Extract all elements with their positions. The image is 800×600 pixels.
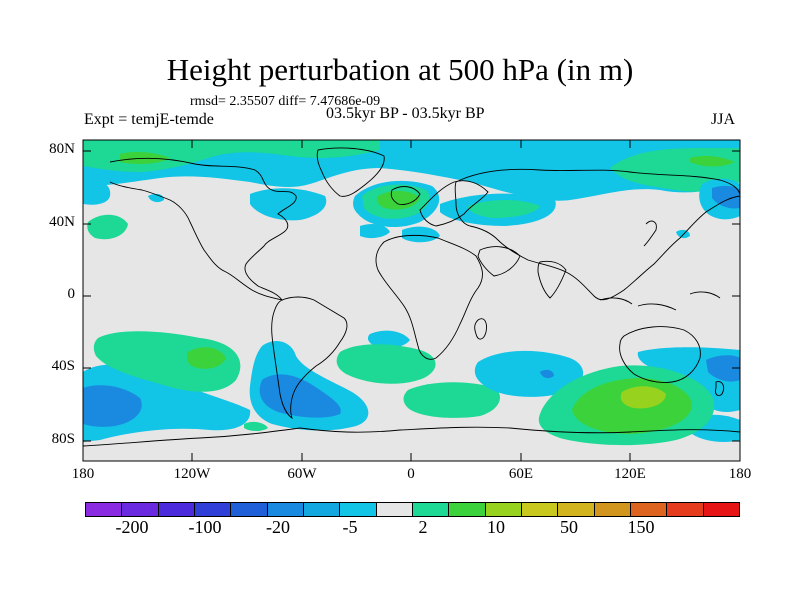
anomaly-mediterranean-cyan [402, 226, 440, 243]
colorbar-swatch-15 [630, 503, 668, 516]
colorbar-swatch-17 [703, 503, 739, 516]
colorbar-swatch-8 [376, 503, 413, 516]
coast-new-zealand [715, 381, 725, 397]
stats-line: rmsd= 2.35507 diff= 7.47686e-09 [190, 94, 381, 109]
coast-south-america [271, 296, 348, 420]
colorbar-label-10: 10 [487, 517, 505, 537]
anomaly-north-pacific-cyan [83, 179, 111, 205]
plot-title: Height perturbation at 500 hPa (in m) [166, 52, 634, 87]
anomaly-europe-mint [468, 200, 540, 218]
coast-greenland [316, 147, 385, 197]
colorbar-swatch-9 [412, 503, 450, 516]
colorbar-swatch-14 [594, 503, 631, 516]
coast-indonesia [599, 291, 721, 311]
experiment-label: Expt = temjE-temde [84, 111, 214, 128]
anomaly-south-pacific-mint [93, 331, 241, 392]
anomaly-indian-cyan [474, 350, 584, 397]
anomaly-australia-blue [706, 355, 740, 382]
lat-label-0: 0 [67, 286, 76, 302]
lon-label-120w: 120W [173, 466, 211, 482]
tick-marks [82, 140, 741, 461]
anomaly-north-atlantic-green [377, 190, 420, 210]
colorbar-swatch-1 [122, 503, 159, 516]
season-label: JJA [711, 111, 736, 128]
coast-australia [619, 326, 701, 383]
colorbar-swatch-16 [667, 503, 704, 516]
anomaly-arctic-mint-west [83, 140, 380, 172]
coast-africa [375, 234, 483, 360]
period-label: 03.5kyr BP - 03.5kyr BP [326, 105, 485, 122]
colorbar-swatch-6 [303, 503, 341, 516]
colorbar-swatch-4 [231, 503, 268, 516]
coast-asia [454, 168, 740, 301]
coast-japan [643, 220, 657, 247]
colorbar-label-minus-5: -5 [342, 517, 358, 537]
colorbar-swatch-5 [267, 503, 304, 516]
colorbar-swatch-13 [558, 503, 595, 516]
lat-label-40s: 40S [51, 358, 75, 374]
anomaly-south-atlantic-mint [336, 344, 436, 384]
lat-label-40n: 40N [49, 214, 75, 230]
colorbar-label-minus-20: -20 [266, 517, 290, 537]
anomaly-north-america-cyan [250, 188, 327, 221]
anomaly-antarctic-mint [244, 421, 268, 431]
anomaly-pacific-mint [87, 214, 128, 240]
colorbar-label-minus-100: -100 [188, 517, 222, 537]
anomaly-south-pacific-green [186, 347, 226, 369]
colorbar-swatch-2 [158, 503, 195, 516]
colorbar-swatch-0 [86, 503, 123, 516]
coast-europe [390, 180, 489, 227]
colorbar-label-50: 50 [560, 517, 578, 537]
colorbar-swatch-7 [340, 503, 377, 516]
anomaly-south-pacific-blue [83, 385, 142, 427]
anomaly-asia-cyan-dot [676, 229, 690, 239]
colorbar-swatch-3 [194, 503, 232, 516]
lon-label-120e: 120E [614, 466, 646, 482]
lon-label-180-west: 180 [71, 466, 95, 482]
colorbar-label-minus-200: -200 [115, 517, 149, 537]
coast-north-america [109, 157, 297, 301]
anomaly-northeast-pacific-blue [712, 185, 740, 209]
anomaly-south-atlantic-cyan [367, 330, 410, 348]
lon-label-180-east: 180 [728, 466, 752, 482]
coastlines [83, 147, 740, 447]
colorbar-label-150: 150 [627, 517, 655, 537]
colorbar-swatch-10 [449, 503, 486, 516]
colorbar-swatch-11 [485, 503, 522, 516]
colorbar-label-2: 2 [418, 517, 428, 537]
colorbar [85, 502, 740, 517]
anomaly-south-indian-yellow-green [620, 386, 666, 409]
lat-label-80s: 80S [51, 431, 75, 447]
lon-label-60w: 60W [287, 466, 317, 482]
coast-arabia [477, 246, 521, 277]
anomaly-arctic-green-east [690, 155, 735, 167]
coast-india [537, 260, 567, 299]
lat-label-80n: 80N [49, 141, 75, 157]
anomaly-southwest-indian-mint [403, 382, 500, 418]
coast-antarctica [83, 426, 740, 447]
colorbar-swatch-12 [521, 503, 559, 516]
lon-label-0: 0 [407, 466, 415, 482]
anomaly-argentina-blue [259, 374, 341, 418]
anomaly-indian-blue-dot [540, 369, 554, 379]
lon-label-60e: 60E [508, 466, 534, 482]
anomaly-arctic-cyan [83, 140, 740, 201]
anomaly-atlantic-cyan-patch [360, 224, 390, 239]
coast-madagascar [474, 318, 487, 340]
